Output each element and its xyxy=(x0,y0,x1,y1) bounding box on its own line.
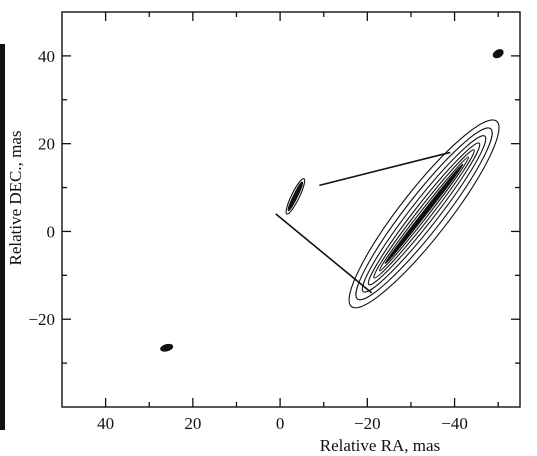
x-tick-label: 20 xyxy=(184,414,201,433)
contour-component-small-elongated xyxy=(285,178,306,215)
contour-level xyxy=(373,149,475,279)
x-tick-label: −40 xyxy=(441,414,468,433)
y-tick-label: 20 xyxy=(38,135,55,154)
x-tick-label: 40 xyxy=(97,414,114,433)
y-tick-label: 0 xyxy=(47,222,56,241)
left-edge-bar xyxy=(0,44,5,430)
contour-level xyxy=(361,135,487,293)
connector-lines xyxy=(275,151,451,294)
contour-level xyxy=(287,181,304,212)
contour-component-blob-upper-right xyxy=(492,49,504,59)
axis-ticks xyxy=(62,12,520,407)
x-tick-label: −20 xyxy=(354,414,381,433)
contour-level xyxy=(367,142,481,286)
contour-level xyxy=(378,156,470,272)
x-tick-label: 0 xyxy=(276,414,285,433)
contour-component-bright xyxy=(348,119,500,309)
contour-level xyxy=(160,343,174,352)
plot-frame xyxy=(61,11,521,408)
connector-line xyxy=(275,213,373,294)
contour-level xyxy=(492,49,504,59)
connector-line xyxy=(319,151,451,187)
contour-level xyxy=(348,119,500,309)
contour-level xyxy=(285,178,306,215)
contour-level xyxy=(384,163,464,265)
x-tick-labels: 40 20 0 −20 −40 xyxy=(97,414,468,433)
y-tick-label: 40 xyxy=(38,47,55,66)
contour-components xyxy=(160,49,504,352)
contour-level xyxy=(355,127,493,301)
x-axis-label: Relative RA, mas xyxy=(320,436,440,455)
y-tick-label: −20 xyxy=(28,310,55,329)
y-axis-label: Relative DEC., mas xyxy=(6,130,25,265)
contour-component-blob-lower-left xyxy=(160,343,174,352)
y-tick-labels: 40 20 0 −20 xyxy=(28,47,55,329)
